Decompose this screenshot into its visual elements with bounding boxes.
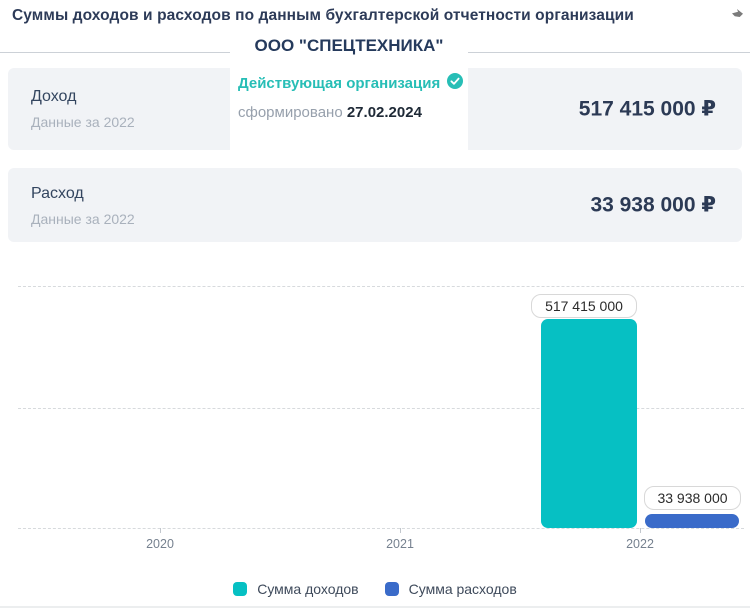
x-tick-2022 — [640, 528, 641, 533]
expense-card-sublabel: Данные за 2022 — [31, 211, 135, 227]
legend-expense-label: Сумма расходов — [408, 581, 517, 597]
income-card-value: 517 415 000 ₽ — [578, 97, 716, 121]
company-header: ООО "СПЕЦТЕХНИКА" Действующая организаци… — [230, 28, 468, 151]
chart-legend: Сумма доходов Сумма расходов — [0, 581, 750, 597]
bar-income-2022[interactable] — [541, 319, 637, 528]
x-tick-label-2021: 2021 — [386, 537, 414, 551]
legend-item-expense[interactable]: Сумма расходов — [384, 581, 517, 597]
report-formed-line: сформировано 27.02.2024 — [230, 104, 468, 121]
income-card-label: Доход — [31, 88, 77, 105]
expense-legend-swatch-icon — [384, 582, 399, 596]
x-tick-2021 — [400, 528, 401, 533]
legend-item-income[interactable]: Сумма доходов — [233, 581, 359, 597]
expense-card-label: Расход — [31, 185, 84, 202]
x-axis-line — [18, 528, 744, 529]
gridline-600m — [18, 286, 744, 287]
income-expense-bar-chart: 517 415 000 33 938 000 2020 2021 2022 — [0, 260, 750, 560]
x-tick-label-2020: 2020 — [146, 537, 174, 551]
page-title: Суммы доходов и расходов по данным бухга… — [12, 7, 634, 24]
bar-expense-2022[interactable] — [645, 514, 739, 528]
company-status-label: Действующая организация — [238, 74, 441, 92]
bar-label-income: 517 415 000 — [531, 294, 637, 318]
income-legend-swatch-icon — [233, 582, 248, 596]
company-name: ООО "СПЕЦТЕХНИКА" — [254, 36, 444, 55]
x-tick-2020 — [160, 528, 161, 533]
gridline-300m — [18, 408, 744, 409]
expense-card: Расход Данные за 2022 33 938 000 ₽ — [8, 168, 742, 242]
bottom-divider — [0, 606, 750, 608]
company-status: Действующая организация — [230, 73, 468, 93]
x-tick-label-2022: 2022 — [626, 537, 654, 551]
expense-card-value: 33 938 000 ₽ — [590, 193, 716, 217]
formed-date: 27.02.2024 — [346, 104, 422, 121]
formed-label: сформировано — [238, 104, 343, 121]
bar-label-expense: 33 938 000 — [644, 486, 741, 510]
check-circle-icon — [447, 73, 464, 93]
legend-income-label: Сумма доходов — [257, 581, 359, 597]
mouse-cursor-icon — [732, 9, 743, 17]
income-card-sublabel: Данные за 2022 — [31, 114, 135, 130]
